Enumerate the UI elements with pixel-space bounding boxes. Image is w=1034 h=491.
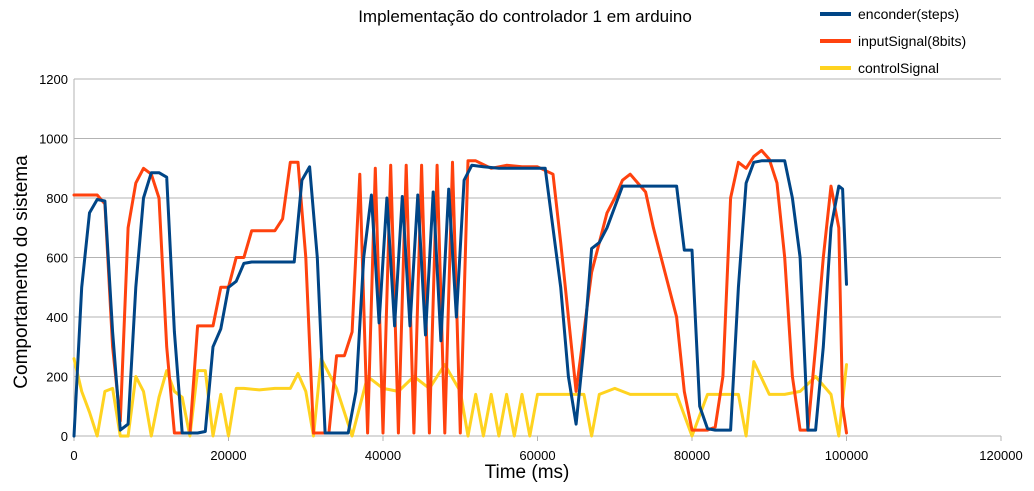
plot-area — [72, 148, 848, 438]
x-tick-label: 100000 — [825, 448, 868, 463]
x-tick-labels: 0 20000 40000 60000 80000 100000 120000 — [70, 448, 1022, 463]
legend-label-2: controlSignal — [858, 60, 939, 76]
y-tick-label: 600 — [46, 251, 68, 266]
series-line-0 — [72, 159, 848, 438]
gridlines — [73, 78, 1002, 441]
y-tick-label: 1200 — [39, 72, 68, 87]
x-tick-label: 60000 — [519, 448, 555, 463]
x-tick-label: 80000 — [674, 448, 710, 463]
x-tick-label: 40000 — [365, 448, 401, 463]
legend-label-0: enconder(steps) — [858, 6, 959, 22]
x-tick-label: 20000 — [210, 448, 246, 463]
x-axis-label: Time (ms) — [485, 462, 570, 483]
y-tick-label: 1000 — [39, 132, 68, 147]
x-tick-label: 120000 — [979, 448, 1022, 463]
legend: enconder(steps) inputSignal(8bits) control… — [820, 6, 966, 76]
y-tick-label: 0 — [61, 429, 68, 444]
chart-title: Implementação do controlador 1 em arduin… — [358, 7, 692, 26]
y-tick-labels: 0 200 400 600 800 1000 1200 — [39, 72, 68, 444]
y-tick-label: 800 — [46, 191, 68, 206]
x-tick-label: 0 — [70, 448, 77, 463]
y-axis-label: Comportamento do sistema — [11, 155, 32, 389]
legend-label-1: inputSignal(8bits) — [858, 33, 966, 49]
y-tick-label: 200 — [46, 370, 68, 385]
y-tick-label: 400 — [46, 310, 68, 325]
series-line-1 — [72, 148, 848, 435]
